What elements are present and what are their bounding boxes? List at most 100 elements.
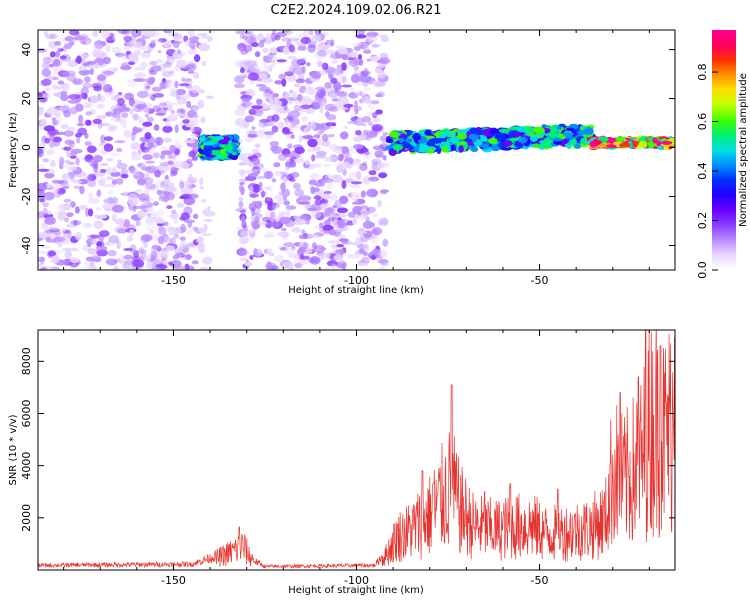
spectrogram-cell (144, 132, 152, 140)
spectrogram-cell (142, 125, 147, 131)
spectrogram-cell (80, 92, 88, 100)
spectrogram-cell (337, 161, 344, 170)
spectrogram-cell (301, 229, 306, 235)
spectrogram-cell (247, 169, 254, 174)
spectrogram-cell (197, 32, 209, 37)
spectrogram-cell (288, 44, 295, 53)
spectrogram-cell (75, 157, 80, 166)
spectrogram-cell (379, 266, 386, 270)
spectrogram-cell (191, 260, 199, 265)
spectrogram-cell (265, 37, 272, 45)
spectrogram-cell (300, 58, 306, 64)
spectrogram-cell (368, 170, 377, 176)
spectrogram-cell (61, 227, 66, 233)
spectrogram-cell (571, 138, 577, 146)
spectrogram-cell (66, 145, 74, 151)
spectrogram-cell (123, 219, 131, 228)
spectrogram-cell (88, 208, 94, 217)
spectrogram-cell (258, 186, 263, 191)
spectrogram-cell (510, 137, 519, 142)
spectrogram-cell (548, 130, 558, 139)
spectrogram-cell (91, 255, 101, 263)
spectrogram-cell (234, 60, 246, 68)
spectrogram-cell (313, 195, 322, 200)
spectrogram-cell (566, 142, 572, 150)
spectrogram-cell (304, 87, 315, 96)
spectrogram-cell (174, 232, 179, 239)
spectrogram-cell (154, 38, 162, 44)
spectrogram-cell (348, 51, 358, 58)
spectrogram-cell (89, 67, 94, 76)
spectrogram-cell (159, 102, 168, 107)
spectrogram-cell (179, 180, 185, 190)
spectrogram-cell (87, 242, 92, 248)
spectrogram-cell (44, 57, 56, 61)
spectrogram-cell (151, 233, 159, 242)
spectrogram-cell (251, 42, 259, 48)
spectrogram-cell (107, 190, 113, 195)
spectrogram-cell (245, 60, 257, 66)
y-tick-label: 8000 (20, 347, 33, 375)
spectrogram-cell (69, 106, 78, 115)
spectrogram-cell (335, 239, 341, 245)
spectrogram-cell (179, 236, 186, 241)
spectrogram-cell (202, 148, 212, 156)
spectrogram-cell (363, 252, 369, 256)
spectrogram-cell (497, 133, 506, 141)
spectrogram-cell (327, 49, 336, 55)
spectrogram-cell (98, 214, 108, 219)
spectrogram-cell (182, 119, 190, 124)
spectrogram-cell (174, 167, 180, 171)
spectrogram-cell (272, 203, 280, 209)
spectrogram-cell (322, 194, 332, 200)
spectrogram-cell (371, 124, 383, 132)
spectrogram-cell (134, 189, 143, 194)
spectrogram-cell (255, 83, 267, 88)
spectrogram-cell (265, 231, 275, 235)
spectrogram-cell (293, 83, 300, 88)
spectrogram-cell (186, 100, 192, 109)
spectrogram-cell (289, 117, 300, 126)
spectrogram-cell (294, 262, 303, 269)
spectrogram-cell (49, 141, 56, 149)
spectrogram-cell (282, 233, 288, 241)
spectrogram-cell (363, 68, 369, 76)
spectrogram-cell (363, 155, 371, 160)
spectrogram-x-axis-label: Height of straight line (km) (288, 285, 424, 296)
spectrogram-cell (129, 229, 135, 236)
spectrogram-cell (163, 236, 173, 244)
spectrogram-cell (358, 248, 365, 254)
spectrogram-cell (63, 198, 72, 203)
spectrogram-cell (350, 181, 362, 185)
spectrogram-cell (264, 186, 271, 191)
spectrogram-cell (363, 129, 368, 135)
spectrogram-cell (119, 118, 127, 126)
spectrogram-cell (142, 121, 153, 127)
spectrogram-cell (172, 254, 180, 260)
spectrogram-cell (202, 256, 213, 265)
y-tick-label: 6000 (20, 399, 33, 427)
spectrogram-cell (242, 75, 248, 78)
spectrogram-cell (352, 136, 363, 142)
spectrogram-cell (412, 133, 422, 141)
spectrogram-cell (84, 76, 91, 83)
spectrogram-cell (138, 117, 144, 124)
spectrogram-cell (42, 207, 48, 216)
spectrogram-cell (100, 41, 107, 47)
spectrogram-cell (352, 205, 363, 215)
spectrogram-cell (44, 87, 51, 92)
spectrogram-cell (48, 141, 54, 150)
spectrogram-cell (44, 55, 51, 63)
spectrogram-cell (203, 218, 213, 223)
spectrogram-cell (331, 243, 337, 249)
spectrogram-cell (158, 226, 167, 236)
spectrogram-cell (261, 190, 266, 198)
spectrogram-cell (353, 69, 363, 75)
spectrogram-cell (269, 145, 279, 152)
spectrogram-cell (68, 141, 76, 148)
spectrogram-cell (139, 197, 151, 203)
spectrogram-cell (266, 115, 275, 122)
spectrogram-cell (311, 71, 322, 80)
spectrogram-cell (339, 195, 349, 205)
spectrogram-cell (140, 234, 153, 242)
